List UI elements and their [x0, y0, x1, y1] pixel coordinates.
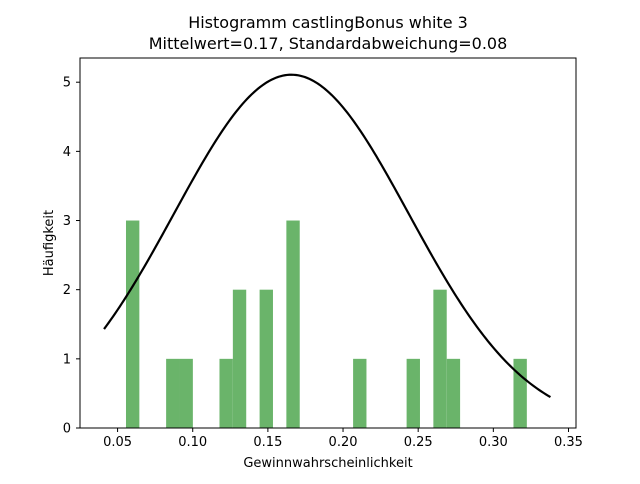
- histogram-bar-3: [219, 358, 233, 428]
- y-axis-label: Häufigkeit: [42, 210, 57, 276]
- y-tick-label-5: 5: [63, 76, 71, 91]
- y-tick-label-3: 3: [63, 214, 71, 229]
- x-tick-label-6: 0.35: [554, 435, 583, 450]
- histogram-bar-5: [259, 289, 273, 428]
- histogram-bar-1: [166, 358, 180, 428]
- x-axis-label: Gewinnwahrscheinlichkeit: [243, 456, 412, 471]
- x-axis-ticks: 0.05 0.10 0.15 0.20 0.25 0.30 0.35: [103, 428, 583, 450]
- plot-frame: [79, 57, 577, 429]
- histogram-bar-0: [125, 220, 140, 428]
- x-tick-label-2: 0.15: [253, 435, 282, 450]
- chart-title-line1: Histogramm castlingBonus white 3: [188, 13, 468, 32]
- x-tick-label-1: 0.10: [178, 435, 207, 450]
- histogram-bar-10: [446, 358, 461, 428]
- y-axis-ticks: 0 1 2 3 4 5: [63, 76, 80, 437]
- histogram-bar-6: [286, 220, 300, 428]
- histogram-bar-4: [232, 289, 247, 428]
- normal-distribution-curve: [103, 73, 552, 399]
- curve-layer: [103, 73, 552, 399]
- y-tick-label-0: 0: [63, 422, 71, 437]
- y-tick-label-2: 2: [63, 283, 71, 298]
- y-tick-label-1: 1: [63, 352, 71, 367]
- x-tick-label-5: 0.30: [479, 435, 508, 450]
- histogram-bar-2: [179, 358, 193, 428]
- bars-layer: [125, 220, 527, 428]
- y-tick-label-4: 4: [63, 145, 71, 160]
- x-tick-label-3: 0.20: [329, 435, 358, 450]
- x-tick-label-0: 0.05: [103, 435, 132, 450]
- chart-title-line2: Mittelwert=0.17, Standardabweichung=0.08: [149, 34, 508, 53]
- histogram-bar-8: [406, 358, 420, 428]
- histogram-bar-9: [433, 289, 447, 428]
- histogram-bar-11: [513, 358, 527, 428]
- histogram-bar-7: [353, 358, 367, 428]
- x-tick-label-4: 0.25: [404, 435, 433, 450]
